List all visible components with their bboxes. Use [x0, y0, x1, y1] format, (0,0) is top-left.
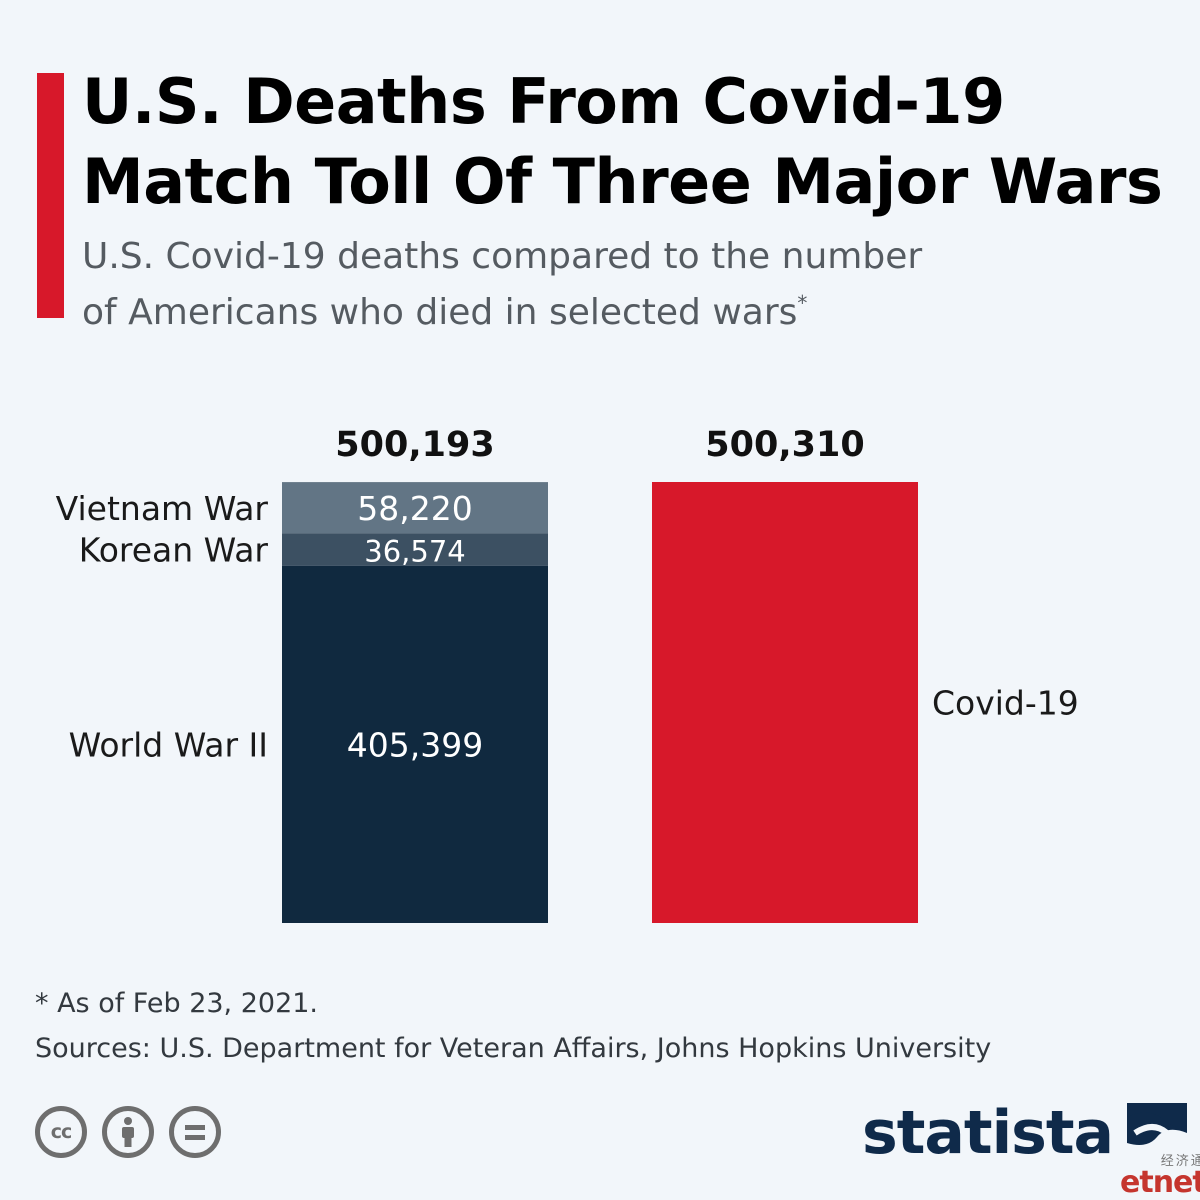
attribution-icon[interactable]: [102, 1106, 154, 1158]
chart-subtitle: U.S. Covid-19 deaths compared to the num…: [82, 233, 1082, 336]
total-label-1: 500,193: [335, 425, 494, 465]
title-accent-bar: [37, 73, 64, 318]
bar-segment-covid-19: [652, 482, 918, 923]
data-label-world-war-ii: 405,399: [347, 725, 483, 764]
bar-segment-world-war-ii: [282, 565, 548, 923]
watermark-latin: etnet: [1120, 1165, 1200, 1200]
subtitle-line-1: U.S. Covid-19 deaths compared to the num…: [82, 236, 923, 277]
title-line-2: Match Toll Of Three Major Wars: [82, 145, 1163, 218]
subtitle-line-2-text: of Americans who died in selected wars: [82, 292, 798, 333]
license-icons: cc: [35, 1106, 221, 1158]
creative-commons-icon[interactable]: cc: [35, 1106, 87, 1158]
brand-name: statista: [862, 1098, 1114, 1168]
bar-segment-korean-war: [282, 533, 548, 566]
data-label-vietnam-war: 58,220: [357, 489, 472, 528]
subtitle-footnote-mark: *: [797, 291, 808, 315]
etnet-watermark: 经济通 etnet: [1120, 1150, 1200, 1200]
series-label-vietnam-war: Vietnam War: [56, 489, 269, 528]
cc-icon-text: cc: [50, 1121, 73, 1143]
total-label-2: 500,310: [705, 425, 864, 465]
series-label-korean-war: Korean War: [79, 531, 269, 570]
title-line-1: U.S. Deaths From Covid-19: [82, 65, 1005, 138]
equals-glyph: [185, 1124, 205, 1140]
series-label-covid-19: Covid-19: [932, 684, 1079, 723]
bar-segment-vietnam-war: [282, 482, 548, 534]
person-glyph: [122, 1117, 134, 1147]
watermark-chinese: 经济通: [1160, 1154, 1200, 1169]
stacked-bar-chart: 405,399 World War II 36,574 Korean War 58,22…: [56, 425, 1079, 923]
sources-note: Sources: U.S. Department for Veteran Aff…: [35, 1033, 992, 1064]
data-label-korean-war: 36,574: [364, 535, 465, 569]
series-label-world-war-ii: World War II: [69, 725, 268, 764]
subtitle-line-2: of Americans who died in selected wars*: [82, 280, 1082, 336]
statista-logo-icon: [1127, 1103, 1188, 1163]
statista-brand[interactable]: statista: [862, 1098, 1188, 1168]
no-derivatives-icon[interactable]: [169, 1106, 221, 1158]
chart-title: U.S. Deaths From Covid-19 Match Toll Of …: [82, 62, 1182, 222]
footnote: * As of Feb 23, 2021.: [35, 988, 319, 1019]
